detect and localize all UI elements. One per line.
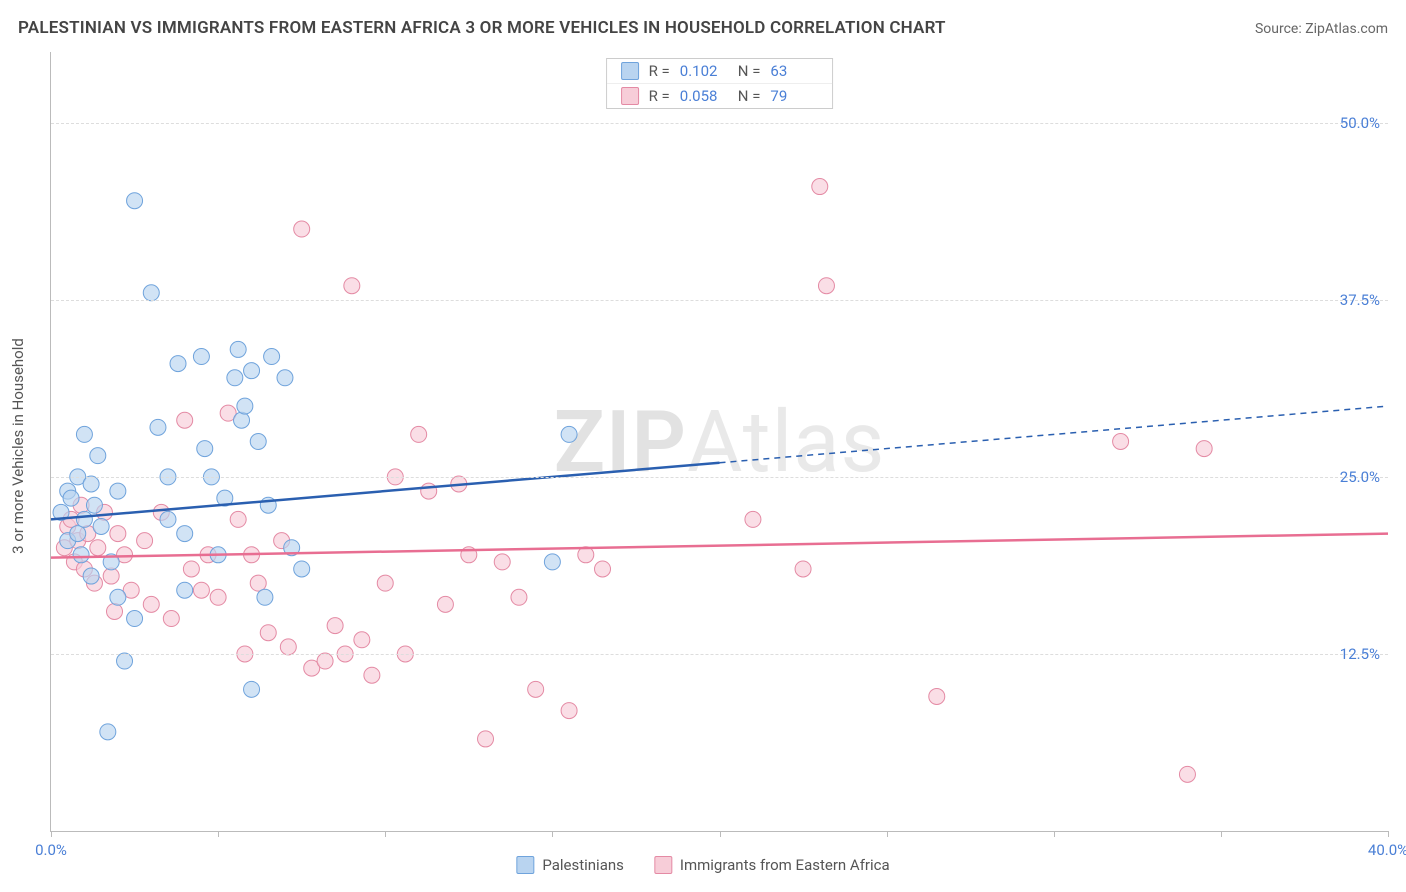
legend-item-a: Palestinians [516, 856, 624, 874]
stats-row-series-b: R = 0.058 N = 79 [607, 83, 833, 108]
swatch-series-b [654, 856, 672, 874]
gridline [51, 123, 1388, 124]
n-label: N = [738, 87, 761, 105]
legend-label-b: Immigrants from Eastern Africa [680, 856, 890, 874]
y-tick-label: 37.5% [1340, 291, 1380, 309]
r-value-b: 0.058 [680, 87, 728, 105]
y-axis-label: 3 or more Vehicles in Household [9, 338, 27, 554]
gridline [51, 477, 1388, 478]
r-label: R = [649, 62, 670, 80]
swatch-series-a [621, 62, 639, 80]
x-tick [887, 831, 888, 837]
stats-row-series-a: R = 0.102 N = 63 [607, 59, 833, 83]
gridline [51, 654, 1388, 655]
x-tick [552, 831, 553, 837]
x-tick [1388, 831, 1389, 837]
n-value-b: 79 [770, 87, 818, 105]
legend-label-a: Palestinians [542, 856, 624, 874]
source-attribution: Source: ZipAtlas.com [1255, 21, 1388, 37]
y-tick-label: 12.5% [1340, 645, 1380, 663]
legend-item-b: Immigrants from Eastern Africa [654, 856, 890, 874]
bottom-legend: Palestinians Immigrants from Eastern Afr… [516, 856, 889, 874]
x-tick [51, 831, 52, 837]
x-tick [1054, 831, 1055, 837]
scatter-svg [51, 52, 1388, 831]
r-value-a: 0.102 [680, 62, 728, 80]
chart-title: PALESTINIAN VS IMMIGRANTS FROM EASTERN A… [18, 18, 946, 38]
swatch-series-b [621, 87, 639, 105]
n-label: N = [738, 62, 761, 80]
n-value-a: 63 [770, 62, 818, 80]
x-tick-label-min: 0.0% [35, 841, 67, 859]
x-tick [218, 831, 219, 837]
x-tick [385, 831, 386, 837]
gridline [51, 300, 1388, 301]
y-tick-label: 25.0% [1340, 468, 1380, 486]
x-tick [1221, 831, 1222, 837]
swatch-series-a [516, 856, 534, 874]
x-tick-label-max: 40.0% [1368, 841, 1406, 859]
chart-plot-area: ZIPAtlas R = 0.102 N = 63 R = 0.058 N = … [50, 52, 1388, 832]
stats-legend: R = 0.102 N = 63 R = 0.058 N = 79 [606, 58, 834, 109]
x-tick [720, 831, 721, 837]
y-tick-label: 50.0% [1340, 114, 1380, 132]
r-label: R = [649, 87, 670, 105]
